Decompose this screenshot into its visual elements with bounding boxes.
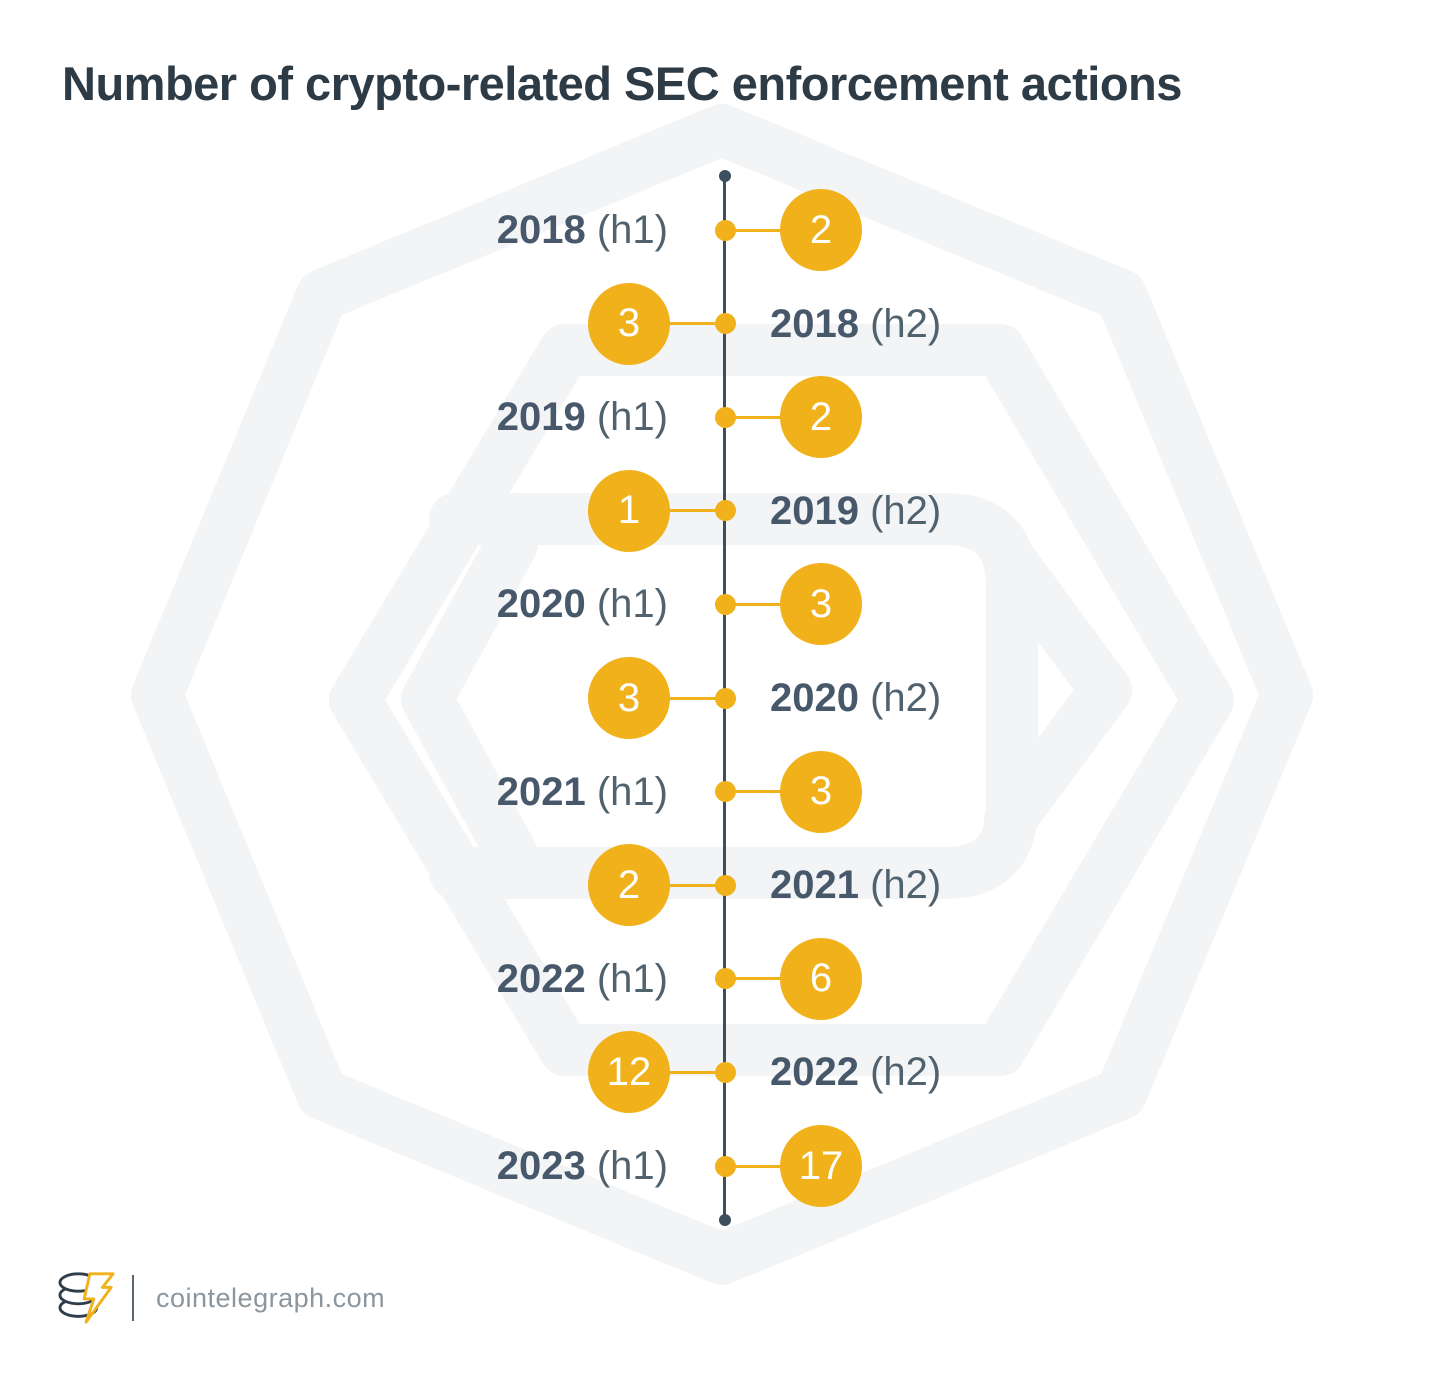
timeline-label-period: (h1)	[585, 208, 668, 252]
value-badge: 3	[588, 657, 670, 739]
value-badge: 17	[780, 1125, 862, 1207]
timeline-label-year: 2020	[496, 582, 586, 627]
timeline-label-year: 2021	[496, 769, 586, 814]
value-badge: 1	[588, 469, 670, 552]
timeline-label: 2020 (h1)	[0, 580, 668, 628]
timeline-label: 2020 (h2)	[770, 674, 1250, 722]
connector-line	[629, 883, 725, 887]
timeline-label-period: (h1)	[585, 582, 668, 627]
timeline-label-period: (h2)	[858, 488, 942, 533]
value-badge: 3	[780, 750, 862, 833]
timeline-label-period: (h1)	[585, 956, 668, 1001]
timeline-label-year: 2022	[770, 1050, 859, 1095]
timeline-label-year: 2019	[770, 488, 859, 533]
connector-line	[725, 228, 821, 232]
timeline-end-dot	[719, 1214, 731, 1226]
timeline-node-dot	[714, 406, 736, 428]
timeline-label-period: (h1)	[585, 1144, 668, 1188]
timeline-label-year: 2018	[770, 301, 859, 346]
value-badge: 6	[780, 937, 862, 1020]
timeline-label-period: (h2)	[858, 301, 942, 346]
timeline-node-dot	[714, 968, 736, 990]
timeline-node-dot	[714, 1061, 736, 1083]
connector-line	[725, 790, 821, 794]
value-badge: 2	[588, 844, 670, 927]
timeline-label-year: 2020	[770, 676, 859, 720]
timeline-label: 2019 (h1)	[0, 393, 668, 441]
timeline-node-dot	[714, 874, 736, 896]
timeline-label-period: (h2)	[858, 863, 942, 908]
timeline-label: 2023 (h1)	[0, 1142, 668, 1190]
footer-site-text: cointelegraph.com	[156, 1282, 386, 1313]
timeline-label: 2019 (h2)	[770, 487, 1250, 535]
timeline-label-year: 2021	[770, 863, 859, 908]
timeline-node-dot	[714, 219, 736, 241]
connector-line	[725, 602, 821, 606]
value-badge: 2	[780, 189, 862, 271]
value-badge: 12	[588, 1031, 670, 1114]
timeline-label-period: (h1)	[585, 395, 668, 440]
timeline-label-period: (h2)	[858, 676, 942, 720]
connector-line	[629, 1070, 725, 1074]
connector-line	[725, 977, 821, 981]
timeline-node-dot	[714, 781, 736, 803]
timeline-label-period: (h2)	[858, 1050, 942, 1095]
timeline-label-period: (h1)	[585, 769, 668, 814]
timeline-label: 2018 (h1)	[0, 206, 668, 254]
timeline-node-dot	[714, 687, 736, 709]
timeline-label: 2018 (h2)	[770, 300, 1250, 348]
page-title: Number of crypto-related SEC enforcement…	[62, 57, 1182, 110]
timeline-label: 2021 (h2)	[770, 861, 1250, 909]
connector-line	[725, 415, 821, 419]
timeline-node-dot	[714, 593, 736, 615]
footer: cointelegraph.com	[58, 1268, 385, 1328]
timeline-label-year: 2023	[496, 1144, 586, 1188]
timeline-label: 2022 (h2)	[770, 1048, 1250, 1096]
connector-line	[725, 1164, 821, 1168]
timeline-node-dot	[714, 313, 736, 335]
timeline-start-dot	[719, 170, 731, 182]
footer-divider	[132, 1275, 134, 1321]
connector-line	[629, 322, 725, 326]
connector-line	[629, 696, 725, 700]
timeline-node-dot	[714, 1155, 736, 1177]
timeline-node-dot	[714, 500, 736, 522]
value-badge: 3	[588, 282, 670, 365]
cointelegraph-logo-icon	[58, 1272, 115, 1324]
timeline-label-year: 2018	[496, 208, 586, 252]
timeline-label-year: 2022	[496, 956, 586, 1001]
connector-line	[629, 509, 725, 513]
value-badge: 2	[780, 376, 862, 459]
timeline-label: 2022 (h1)	[0, 955, 668, 1003]
timeline-label: 2021 (h1)	[0, 768, 668, 816]
timeline-label-year: 2019	[496, 395, 586, 440]
value-badge: 3	[780, 563, 862, 646]
